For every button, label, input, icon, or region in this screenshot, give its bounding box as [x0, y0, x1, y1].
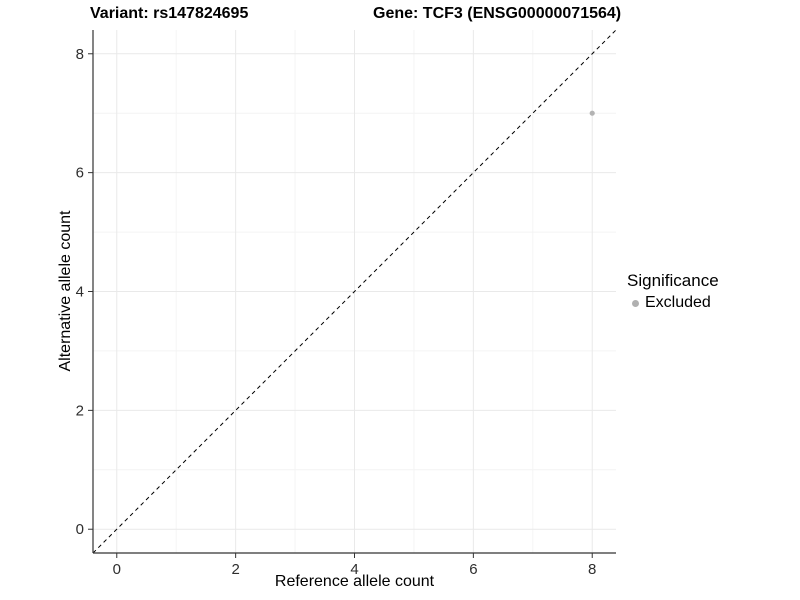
x-tick-label: 6 — [469, 561, 477, 578]
y-axis-title: Alternative allele count — [57, 210, 74, 372]
variant-title: Variant: rs147824695 — [90, 5, 249, 22]
y-tick-label: 0 — [76, 521, 84, 538]
y-tick-label: 4 — [76, 284, 84, 301]
identity-line — [92, 29, 617, 554]
x-tick-label: 0 — [113, 561, 121, 578]
y-tick-label: 6 — [76, 165, 84, 182]
legend-item-label: Excluded — [645, 294, 711, 311]
legend-title: Significance — [627, 271, 719, 290]
y-tick-label: 2 — [76, 402, 84, 419]
x-tick-label: 2 — [231, 561, 239, 578]
legend-item-excluded: Excluded — [627, 294, 719, 312]
x-tick-label: 8 — [588, 561, 596, 578]
y-tick-label: 8 — [76, 46, 84, 63]
legend: Significance Excluded — [627, 271, 719, 312]
gene-title: Gene: TCF3 (ENSG00000071564) — [373, 5, 622, 22]
x-tick-label: 4 — [350, 561, 358, 578]
excluded-point-swatch-icon — [632, 299, 639, 307]
x-axis-title: Reference allele count — [274, 573, 435, 590]
data-point — [589, 110, 595, 116]
